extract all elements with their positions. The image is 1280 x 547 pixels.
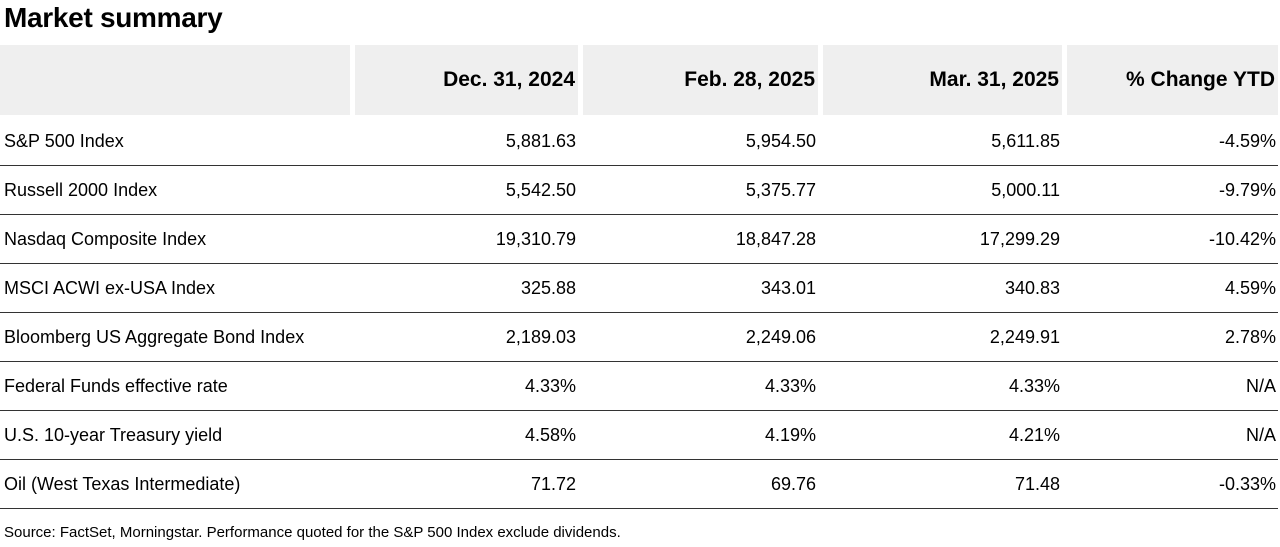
row-label: S&P 500 Index (4, 131, 124, 151)
header-cell: Mar. 31, 2025 (823, 45, 1062, 115)
row-label: Federal Funds effective rate (4, 376, 228, 396)
value-cell: 5,542.50 (505, 180, 576, 200)
value-cell: 5,881.63 (505, 131, 576, 151)
value-cell: 325.88 (520, 278, 576, 298)
value-cell: 2,249.91 (989, 327, 1060, 347)
value-cell: 2,189.03 (505, 327, 576, 347)
value-cell: N/A (1245, 376, 1276, 396)
title: Market summary (4, 2, 223, 33)
row-divider (0, 459, 1278, 460)
value-cell: 69.76 (770, 474, 816, 494)
row-divider (0, 361, 1278, 362)
row-label: MSCI ACWI ex-USA Index (4, 278, 216, 298)
value-cell: 4.59% (1224, 278, 1276, 298)
value-cell: -4.59% (1218, 131, 1276, 151)
row-label: Bloomberg US Aggregate Bond Index (4, 327, 305, 347)
value-cell: 2,249.06 (745, 327, 816, 347)
row-divider (0, 214, 1278, 215)
value-cell: 5,375.77 (745, 180, 816, 200)
value-cell: 343.01 (760, 278, 816, 298)
value-cell: 18,847.28 (735, 229, 816, 249)
row-label: Russell 2000 Index (4, 180, 158, 200)
row-divider (0, 508, 1278, 509)
row-divider (0, 312, 1278, 313)
source-note: Source: FactSet, Morningstar. Performanc… (4, 524, 621, 541)
value-cell: N/A (1245, 425, 1276, 445)
header-cell: % Change YTD (1067, 45, 1278, 115)
value-cell: 4.33% (524, 376, 576, 396)
header-cell: Dec. 31, 2024 (355, 45, 578, 115)
row-divider (0, 263, 1278, 264)
row-divider (0, 410, 1278, 411)
value-cell: 2.78% (1224, 327, 1276, 347)
value-cell: 4.33% (764, 376, 816, 396)
value-cell: 71.48 (1014, 474, 1060, 494)
value-cell: 4.21% (1008, 425, 1060, 445)
value-cell: -9.79% (1218, 180, 1276, 200)
row-label: U.S. 10-year Treasury yield (4, 425, 223, 445)
value-cell: -10.42% (1208, 229, 1276, 249)
row-label: Nasdaq Composite Index (4, 229, 207, 249)
value-cell: 5,611.85 (991, 131, 1060, 151)
value-cell: -0.33% (1218, 474, 1276, 494)
row-label: Oil (West Texas Intermediate) (4, 474, 241, 494)
value-cell: 340.83 (1004, 278, 1060, 298)
value-cell: 71.72 (530, 474, 576, 494)
value-cell: 17,299.29 (979, 229, 1060, 249)
value-cell: 19,310.79 (495, 229, 576, 249)
value-cell: 4.19% (764, 425, 816, 445)
header-cell (0, 45, 350, 115)
value-cell: 5,954.50 (745, 131, 816, 151)
value-cell: 4.33% (1008, 376, 1060, 396)
value-cell: 4.58% (524, 425, 576, 445)
header-cell: Feb. 28, 2025 (583, 45, 818, 115)
row-divider (0, 165, 1278, 166)
value-cell: 5,000.11 (991, 180, 1060, 200)
